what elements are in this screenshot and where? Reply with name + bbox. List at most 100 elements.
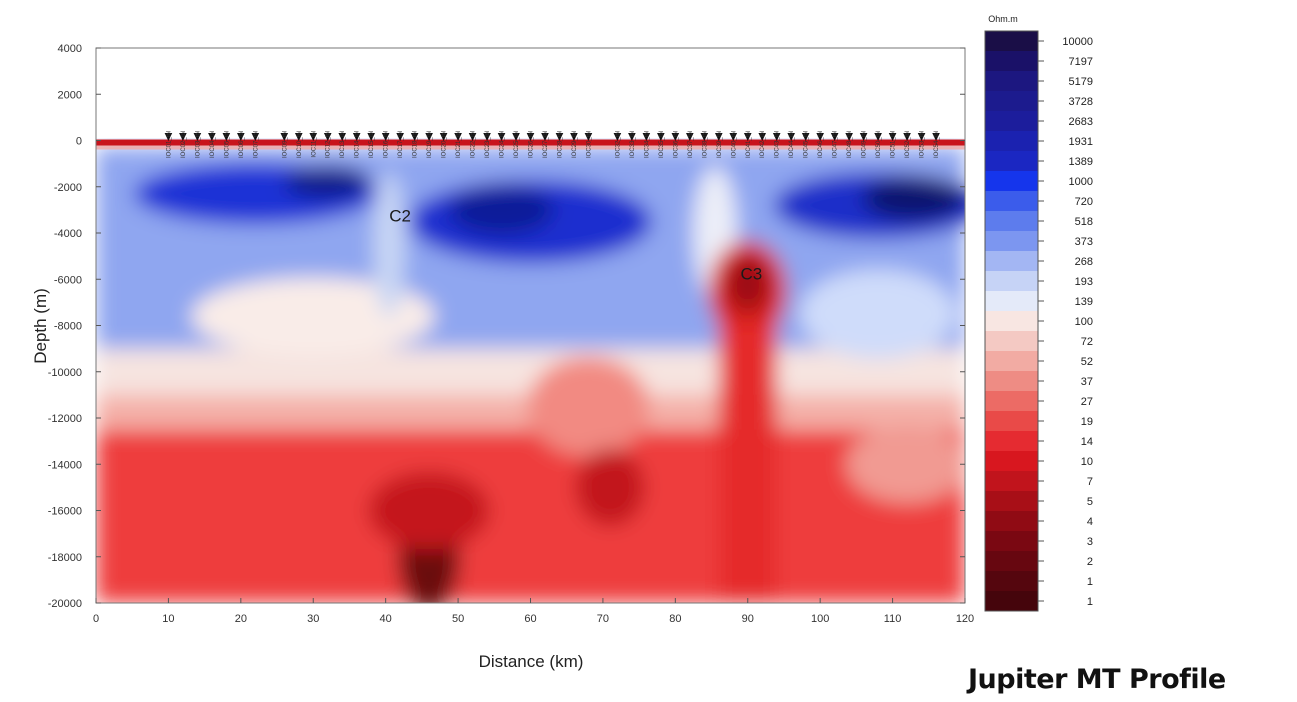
slide-title: Jupiter MT Profile bbox=[968, 664, 1226, 695]
x-tick-label: 80 bbox=[669, 613, 681, 625]
station-triangle bbox=[338, 133, 347, 141]
colorbar-swatch bbox=[985, 531, 1038, 552]
station-marker: IOC03_tbl bbox=[193, 131, 201, 158]
x-tick-label: 60 bbox=[524, 613, 536, 625]
y-tick-label: -18000 bbox=[48, 552, 82, 564]
station-label: IOC33_tbl bbox=[630, 131, 636, 158]
station-label: IOC47_tbl bbox=[833, 131, 839, 158]
station-triangle bbox=[251, 133, 260, 141]
station-marker: IOC29_tbl bbox=[570, 131, 578, 158]
x-tick-label: 20 bbox=[235, 613, 247, 625]
station-marker: IOC06_tbl bbox=[237, 131, 245, 158]
station-marker: IOC41_tbl bbox=[743, 131, 752, 158]
station-label: IOC45_tbl bbox=[804, 131, 810, 158]
station-triangle bbox=[555, 133, 564, 141]
station-label: IOC36_tbl bbox=[673, 131, 679, 158]
colorbar-swatch bbox=[985, 151, 1038, 172]
colorbar-swatch bbox=[985, 451, 1038, 472]
station-triangle bbox=[888, 133, 897, 141]
station-label: IOC46_tbl bbox=[818, 131, 824, 158]
conductor-deep-halo bbox=[368, 471, 490, 550]
x-axis-ticks: 0 10 20 30 40 50 60 70 80 90 100 110 120 bbox=[93, 598, 974, 625]
y-tick-label: -6000 bbox=[54, 274, 82, 286]
station-triangle bbox=[613, 133, 622, 141]
station-label: IOC26_tbl bbox=[529, 131, 535, 158]
x-tick-label: 120 bbox=[956, 613, 974, 625]
station-triangle bbox=[410, 133, 419, 141]
x-tick-label: 10 bbox=[162, 613, 174, 625]
station-marker: IOC20_tbl bbox=[439, 131, 448, 158]
colorbar-swatch bbox=[985, 191, 1038, 212]
station-label: IOC28_tbl bbox=[557, 131, 563, 158]
y-tick-label: -12000 bbox=[48, 413, 82, 425]
station-triangle bbox=[671, 133, 680, 141]
colorbar-level-label: 100 bbox=[1075, 316, 1093, 328]
station-label: IOC24_tbl bbox=[500, 131, 506, 158]
station-marker: IOC42_tbl bbox=[758, 131, 766, 158]
station-marker: IOC52_tbl bbox=[903, 131, 911, 158]
station-triangle bbox=[454, 133, 462, 141]
station-marker: IOC36_tbl bbox=[671, 131, 680, 158]
station-marker: IOC11_tbl bbox=[309, 131, 317, 158]
station-label: IOC02_tbl bbox=[181, 131, 187, 158]
colorbar-swatch bbox=[985, 491, 1038, 512]
station-label: IOC11_tbl bbox=[311, 131, 317, 158]
station-marker: IOC39_tbl bbox=[714, 131, 723, 158]
station-marker: IOC19_tbl bbox=[425, 131, 433, 158]
station-label: IOC16_tbl bbox=[384, 131, 390, 158]
y-tick-label: -2000 bbox=[54, 182, 82, 194]
y-tick-label: 4000 bbox=[58, 43, 82, 55]
station-triangle bbox=[801, 133, 810, 141]
colorbar-swatch bbox=[985, 511, 1038, 532]
colorbar-swatch bbox=[985, 311, 1038, 332]
colorbar-swatch bbox=[985, 231, 1038, 252]
station-label: IOC07_tbl bbox=[253, 131, 259, 158]
station-label: IOC05_tbl bbox=[224, 131, 230, 158]
station-marker: IOC04_tbl bbox=[208, 131, 216, 158]
station-label: IOC20_tbl bbox=[442, 131, 448, 158]
c3-core bbox=[726, 256, 770, 312]
station-marker: IOC38_tbl bbox=[700, 131, 708, 158]
station-label: IOC18_tbl bbox=[413, 131, 419, 158]
colorbar-swatch bbox=[985, 211, 1038, 232]
station-triangle bbox=[714, 133, 723, 141]
station-triangle bbox=[758, 133, 767, 141]
colorbar-labels: 1000071975179372826831931138910007205183… bbox=[1062, 36, 1093, 608]
colorbar-swatch bbox=[985, 71, 1038, 92]
station-marker: IOC05_tbl bbox=[222, 131, 230, 158]
station-label: IOC39_tbl bbox=[717, 131, 723, 158]
station-label: IOC35_tbl bbox=[659, 131, 665, 158]
station-triangle bbox=[179, 133, 187, 141]
colorbar-level-label: 1000 bbox=[1069, 176, 1093, 188]
station-marker: IOC48_tbl bbox=[845, 131, 853, 158]
station-triangle bbox=[686, 133, 694, 141]
colorbar-level-label: 268 bbox=[1075, 256, 1093, 268]
colorbar-swatch bbox=[985, 571, 1038, 592]
surface-conductor-fringe bbox=[96, 145, 965, 150]
c3-stem bbox=[718, 325, 777, 603]
station-marker: IOC15_tbl bbox=[367, 131, 375, 158]
colorbar-level-label: 5179 bbox=[1069, 76, 1093, 88]
station-marker: IOC14_tbl bbox=[352, 131, 361, 158]
station-triangle bbox=[772, 133, 781, 141]
station-triangle bbox=[917, 133, 926, 141]
y-tick-label: -14000 bbox=[48, 459, 82, 471]
station-label: IOC17_tbl bbox=[398, 131, 404, 158]
station-triangle bbox=[280, 133, 289, 141]
colorbar-swatch bbox=[985, 351, 1038, 372]
transition-zone bbox=[96, 348, 965, 395]
x-axis-label: Distance (km) bbox=[479, 652, 584, 671]
surface-conductor bbox=[96, 139, 965, 146]
colorbar-swatch bbox=[985, 91, 1038, 112]
white-lens-left bbox=[191, 277, 435, 356]
station-marker: IOC50_tbl bbox=[874, 131, 882, 158]
anomaly-label: C3 bbox=[741, 264, 763, 283]
colorbar-level-label: 1 bbox=[1087, 596, 1093, 608]
station-marker: IOC51_tbl bbox=[888, 131, 897, 158]
station-marker: IOC49_tbl bbox=[859, 131, 868, 158]
colorbar-level-label: 7 bbox=[1087, 476, 1093, 488]
station-label: IOC48_tbl bbox=[847, 131, 853, 158]
station-triangle bbox=[323, 133, 332, 141]
colorbar-level-label: 720 bbox=[1075, 196, 1093, 208]
